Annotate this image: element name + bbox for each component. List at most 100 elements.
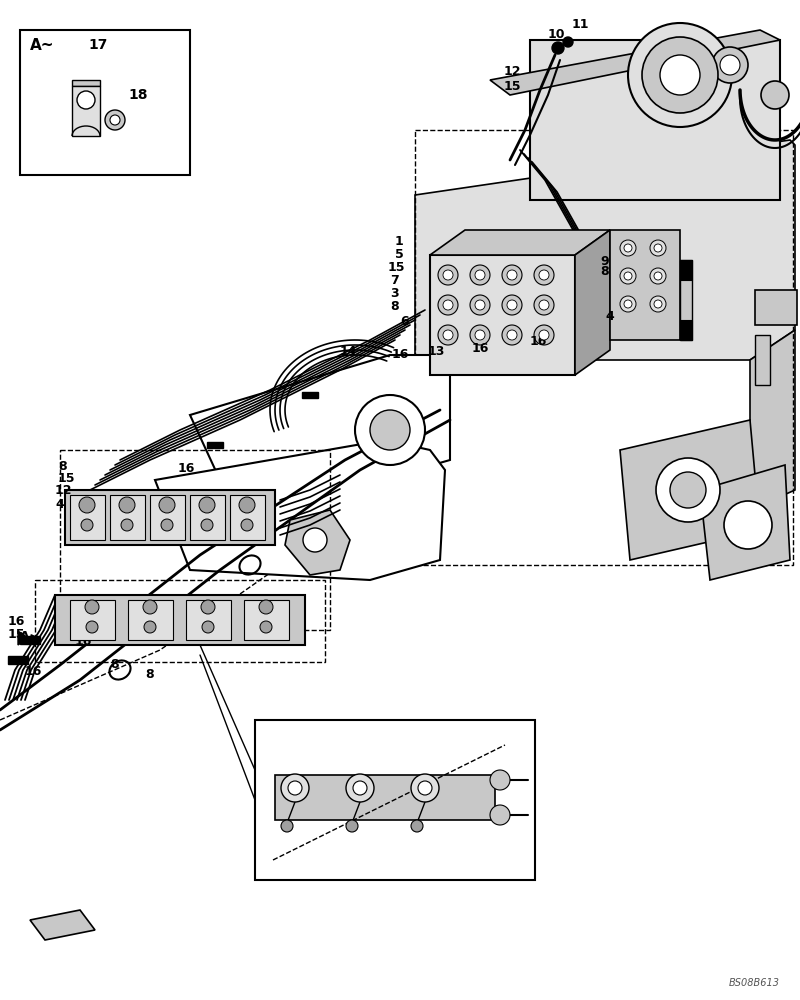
Bar bbox=[680, 260, 692, 340]
Bar bbox=[65, 490, 275, 545]
Text: 7: 7 bbox=[390, 274, 398, 287]
Circle shape bbox=[650, 240, 666, 256]
Polygon shape bbox=[620, 420, 760, 560]
Circle shape bbox=[475, 270, 485, 280]
Bar bbox=[244, 600, 289, 640]
Text: 8: 8 bbox=[390, 300, 398, 313]
Text: 12: 12 bbox=[55, 484, 73, 497]
Text: 1: 1 bbox=[395, 235, 404, 248]
Circle shape bbox=[119, 497, 135, 513]
Circle shape bbox=[241, 519, 253, 531]
Circle shape bbox=[259, 600, 273, 614]
Text: 16: 16 bbox=[530, 335, 547, 348]
Circle shape bbox=[620, 296, 636, 312]
Circle shape bbox=[720, 55, 740, 75]
Circle shape bbox=[470, 265, 490, 285]
Circle shape bbox=[470, 295, 490, 315]
Circle shape bbox=[650, 296, 666, 312]
Text: 7: 7 bbox=[315, 850, 324, 863]
Text: 8: 8 bbox=[600, 265, 609, 278]
Bar bbox=[680, 260, 692, 280]
Bar bbox=[70, 600, 115, 640]
Bar bbox=[255, 720, 535, 880]
Circle shape bbox=[121, 519, 133, 531]
Polygon shape bbox=[190, 355, 450, 480]
Circle shape bbox=[654, 244, 662, 252]
Circle shape bbox=[502, 265, 522, 285]
Circle shape bbox=[654, 300, 662, 308]
Circle shape bbox=[712, 47, 748, 83]
Text: 8: 8 bbox=[58, 460, 66, 473]
Bar bbox=[20, 636, 40, 644]
Bar bbox=[610, 230, 680, 340]
Circle shape bbox=[539, 300, 549, 310]
Bar bbox=[190, 495, 225, 540]
Circle shape bbox=[281, 820, 293, 832]
Circle shape bbox=[201, 600, 215, 614]
Bar bbox=[430, 255, 575, 375]
Circle shape bbox=[502, 325, 522, 345]
Text: 17: 17 bbox=[88, 38, 107, 52]
Text: 15: 15 bbox=[58, 472, 75, 485]
Circle shape bbox=[654, 272, 662, 280]
Circle shape bbox=[201, 519, 213, 531]
Bar bbox=[415, 130, 793, 565]
Circle shape bbox=[443, 270, 453, 280]
Text: 5: 5 bbox=[395, 248, 404, 261]
Text: 5: 5 bbox=[385, 838, 394, 851]
Bar bbox=[230, 495, 265, 540]
Polygon shape bbox=[700, 465, 790, 580]
Circle shape bbox=[159, 497, 175, 513]
Text: 4: 4 bbox=[605, 310, 614, 323]
Circle shape bbox=[660, 55, 700, 95]
Circle shape bbox=[534, 295, 554, 315]
Text: 8: 8 bbox=[145, 668, 154, 681]
Text: 8: 8 bbox=[110, 658, 118, 671]
Bar bbox=[680, 320, 692, 340]
Circle shape bbox=[443, 300, 453, 310]
Circle shape bbox=[552, 42, 564, 54]
Bar bbox=[186, 600, 231, 640]
Bar bbox=[150, 495, 185, 540]
Circle shape bbox=[624, 300, 632, 308]
Text: 15: 15 bbox=[388, 261, 406, 274]
Text: 11: 11 bbox=[572, 18, 590, 31]
Circle shape bbox=[642, 37, 718, 113]
Text: 10: 10 bbox=[548, 28, 566, 41]
Bar bbox=[70, 495, 105, 540]
Circle shape bbox=[199, 497, 215, 513]
Circle shape bbox=[346, 820, 358, 832]
Circle shape bbox=[110, 115, 120, 125]
Text: A: A bbox=[20, 630, 30, 643]
Text: 18: 18 bbox=[128, 88, 147, 102]
Bar bbox=[302, 392, 318, 398]
Circle shape bbox=[670, 472, 706, 508]
Polygon shape bbox=[490, 30, 780, 95]
Circle shape bbox=[624, 272, 632, 280]
Bar bbox=[530, 40, 780, 200]
Polygon shape bbox=[285, 510, 350, 575]
Circle shape bbox=[346, 774, 374, 802]
Text: 3: 3 bbox=[390, 287, 398, 300]
Polygon shape bbox=[155, 440, 445, 580]
Circle shape bbox=[144, 621, 156, 633]
Bar bbox=[755, 335, 770, 385]
Circle shape bbox=[563, 37, 573, 47]
Circle shape bbox=[475, 300, 485, 310]
Circle shape bbox=[620, 240, 636, 256]
Circle shape bbox=[507, 330, 517, 340]
Circle shape bbox=[507, 300, 517, 310]
Text: A~: A~ bbox=[30, 38, 54, 53]
Polygon shape bbox=[30, 910, 95, 940]
Circle shape bbox=[539, 330, 549, 340]
Text: 15: 15 bbox=[504, 80, 522, 93]
Circle shape bbox=[502, 295, 522, 315]
Text: 16: 16 bbox=[75, 635, 92, 648]
Bar bbox=[110, 495, 145, 540]
Circle shape bbox=[534, 325, 554, 345]
Text: 16: 16 bbox=[8, 615, 26, 628]
Circle shape bbox=[411, 774, 439, 802]
Text: 6: 6 bbox=[400, 315, 409, 328]
Text: 9: 9 bbox=[600, 255, 609, 268]
Bar bbox=[755, 290, 797, 325]
